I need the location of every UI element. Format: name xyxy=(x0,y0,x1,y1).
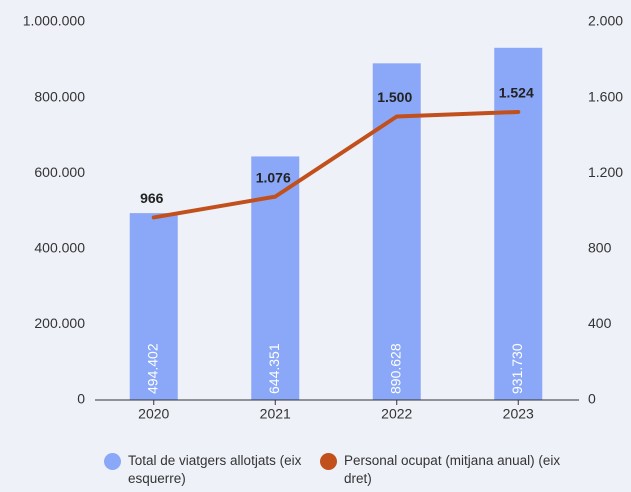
bar-value-label: 890.628 xyxy=(387,343,403,394)
bar-value-label: 644.351 xyxy=(266,343,282,394)
x-tick-label: 2020 xyxy=(138,406,169,422)
y-tick-label: 0 xyxy=(77,391,85,407)
line-value-label: 1.524 xyxy=(499,85,534,101)
y-tick-label: 400.000 xyxy=(34,240,85,256)
x-tick-label: 2021 xyxy=(260,406,291,422)
bar xyxy=(372,63,421,400)
legend-swatch xyxy=(104,453,121,470)
line xyxy=(151,109,521,220)
legend: Total de viatgers allotjats (eix esquerr… xyxy=(0,452,631,492)
y2-tick-label: 0 xyxy=(588,391,596,407)
x-tick-label: 2022 xyxy=(381,406,412,422)
chart: 0 200.000 400.000 600.000 800.000 1.000.000 0 4… xyxy=(23,13,624,422)
y-tick-label: 800.000 xyxy=(34,88,85,104)
y2-tick-label: 1.200 xyxy=(588,164,623,180)
bar-value-label: 931.730 xyxy=(509,343,525,394)
legend-label: Personal ocupat (mitjana anual) (eix dre… xyxy=(344,453,561,486)
y-tick-label: 600.000 xyxy=(34,164,85,180)
y-tick-label: 200.000 xyxy=(34,315,85,331)
y2-tick-label: 800 xyxy=(588,240,612,256)
line-value-label: 966 xyxy=(140,190,164,206)
bar xyxy=(129,213,178,400)
line-value-label: 1.076 xyxy=(256,169,291,185)
legend-item: Personal ocupat (mitjana anual) (eix dre… xyxy=(320,452,584,488)
y2-tick-label: 400 xyxy=(588,315,612,331)
y2-tick-label: 1.600 xyxy=(588,88,623,104)
y2-tick-label: 2.000 xyxy=(588,13,623,29)
y-tick-label: 1.000.000 xyxy=(23,13,85,29)
legend-item: Total de viatgers allotjats (eix esquerr… xyxy=(104,452,324,488)
x-tick-label: 2023 xyxy=(503,406,534,422)
line-value-label: 1.500 xyxy=(377,89,412,105)
bar-value-label: 494.402 xyxy=(144,343,160,394)
legend-label: Total de viatgers allotjats (eix esquerr… xyxy=(128,453,302,486)
legend-swatch xyxy=(320,453,337,470)
bar xyxy=(494,47,543,400)
